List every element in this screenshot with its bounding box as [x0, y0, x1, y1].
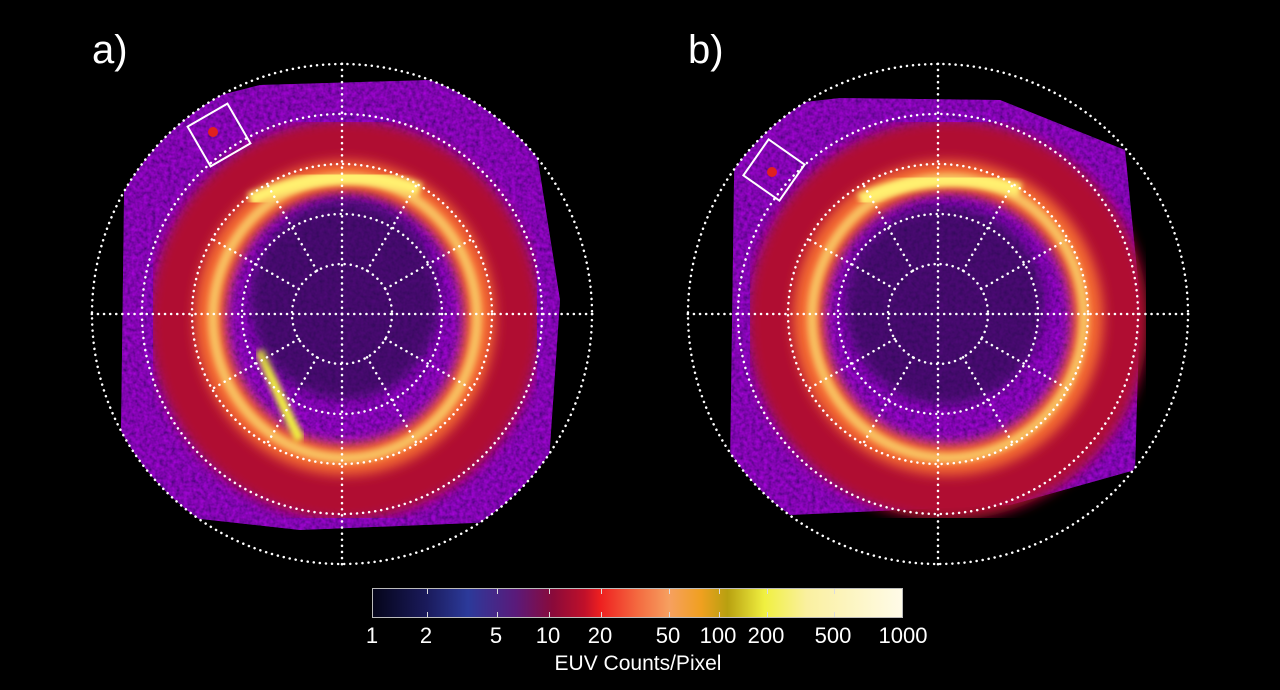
longitude-line: [265, 182, 319, 272]
colorbar-tick-label: 1000: [878, 623, 928, 648]
io-footprint: [208, 127, 218, 137]
colorbar-tick-label: 200: [747, 623, 785, 648]
colorbar-tick: [767, 612, 768, 617]
colorbar-tick: [427, 612, 428, 617]
auroral-halo: [150, 120, 540, 520]
colorbar-tick: [601, 612, 602, 617]
longitude-line: [210, 337, 300, 391]
colorbar: [372, 588, 903, 618]
colorbar-tick: [767, 589, 768, 594]
io-footprint-box: [741, 137, 807, 203]
latitude-circle: [736, 112, 1140, 516]
longitude-line: [961, 182, 1015, 272]
colorbar-tick: [497, 612, 498, 617]
latitude-circle: [240, 212, 444, 416]
colorbar-tick-label: 20: [587, 623, 613, 648]
latitude-circle: [836, 212, 1040, 416]
colorbar-tick-label: 100: [699, 623, 737, 648]
colorbar-tick: [719, 589, 720, 594]
longitude-line: [265, 356, 319, 446]
colorbar-tick: [834, 589, 835, 594]
bright-arc: [857, 172, 1023, 207]
longitude-line: [980, 237, 1070, 291]
colorbar-tick: [669, 612, 670, 617]
colorbar-tick: [669, 589, 670, 594]
colorbar-tick: [834, 612, 835, 617]
panel-a-map: [88, 60, 596, 568]
longitude-line: [365, 182, 419, 272]
polar-cap: [250, 200, 440, 400]
dawn-arc: [255, 348, 305, 443]
longitude-line: [861, 356, 915, 446]
panel-b-map: [684, 60, 1192, 568]
longitude-line: [384, 337, 474, 391]
latitude-longitude-grid-b: [684, 60, 1192, 568]
colorbar-tick: [719, 612, 720, 617]
colorbar-tick: [497, 589, 498, 594]
colorbar-title: EUV Counts/Pixel: [554, 652, 722, 675]
colorbar-tick-label: 500: [814, 623, 852, 648]
auroral-halo: [748, 120, 1148, 520]
longitude-line: [980, 337, 1070, 391]
colorbar-tick-label: 10: [535, 623, 561, 648]
colorbar-tick: [427, 589, 428, 594]
panel-a-label: a): [92, 28, 128, 72]
polar-cap: [845, 205, 1045, 405]
colorbar-tick-label: 1: [365, 623, 379, 648]
longitude-line: [384, 237, 474, 291]
longitude-line: [861, 182, 915, 272]
longitude-line: [210, 237, 300, 291]
latitude-circle: [140, 112, 544, 516]
longitude-line: [961, 356, 1015, 446]
latitude-longitude-grid-a: [88, 60, 596, 568]
io-footprint: [767, 167, 777, 177]
longitude-line: [806, 337, 896, 391]
colorbar-tick: [601, 589, 602, 594]
colorbar-tick: [549, 589, 550, 594]
longitude-line: [806, 237, 896, 291]
colorbar-tick-label: 50: [655, 623, 681, 648]
colorbar-tick: [549, 612, 550, 617]
longitude-line: [365, 356, 419, 446]
latitude-circle: [190, 162, 494, 466]
colorbar-tick-label: 2: [419, 623, 433, 648]
io-footprint-box: [186, 102, 252, 168]
panel-b-label: b): [688, 28, 724, 72]
colorbar-tick-label: 5: [489, 623, 503, 648]
latitude-circle: [786, 162, 1090, 466]
